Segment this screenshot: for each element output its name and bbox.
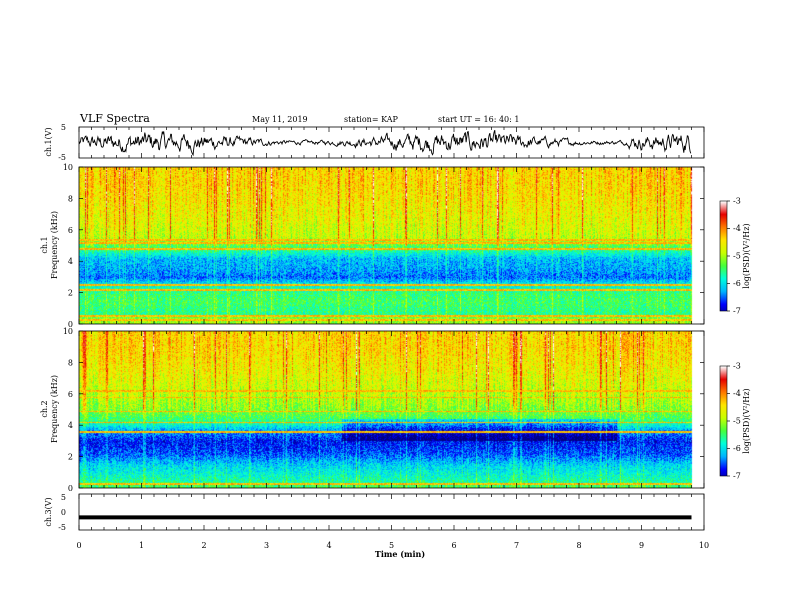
colorbar-tick-label: -4 <box>733 224 741 233</box>
colorbar-ch1: -3 -4 -5 -6 -7 log(PSD)(V²/Hz) <box>719 197 751 316</box>
colorbar-ch2-gradient <box>720 366 727 476</box>
colorbar-tick-label: -7 <box>733 472 741 481</box>
waveform-ch3-panel: 5 0 -5 ch.3(V) <box>44 493 705 532</box>
spectrogram-ch2-image <box>79 331 704 488</box>
x-tick-label: 0 <box>76 541 81 550</box>
ch3-ytick-top: 5 <box>61 493 66 502</box>
x-tick-label: 3 <box>264 541 269 550</box>
spectrogram-ytick-label: 0 <box>68 320 73 329</box>
x-tick-label: 10 <box>699 541 709 550</box>
spectrogram-ch2-channel-label: ch.2 <box>40 400 49 417</box>
spectrogram-ch1-channel-label: ch.1 <box>40 236 49 253</box>
spectrogram-ytick-label: 10 <box>63 163 73 172</box>
colorbar-tick-label: -7 <box>733 307 741 316</box>
waveform-ch3-frame <box>78 493 705 531</box>
colorbar-ch1-label: log(PSD)(V²/Hz) <box>742 223 751 288</box>
colorbar-tick-label: -5 <box>733 252 741 261</box>
spectrogram-ch1-yticks: 0 2 4 6 8 10 <box>63 163 704 329</box>
colorbar-tick-label: -6 <box>733 444 741 453</box>
x-tick-label: 8 <box>576 541 581 550</box>
spectrogram-ch1-ylabel: Frequency (kHz) <box>50 211 59 279</box>
spectrogram-ytick-label: 4 <box>68 421 73 430</box>
colorbar-tick-label: -4 <box>733 389 741 398</box>
waveform-ch1-panel: 5 -5 ch.1(V) <box>44 123 705 162</box>
colorbar-ch2: -3 -4 -5 -6 -7 log(PSD)(V²/Hz) <box>719 362 751 481</box>
spectrogram-ytick-label: 10 <box>63 327 73 336</box>
spectrogram-ch2-panel: 0 2 4 6 8 10 ch.2 Frequency (kHz) <box>40 327 705 493</box>
x-tick-label: 6 <box>451 541 456 550</box>
colorbar-ch2-ticks: -3 -4 -5 -6 -7 <box>727 362 741 481</box>
colorbar-tick-label: -3 <box>733 362 741 371</box>
waveform-ch1-ylabel: ch.1(V) <box>44 127 53 156</box>
x-tick-label: 2 <box>201 541 206 550</box>
spectrogram-ytick-label: 8 <box>68 358 73 367</box>
spectrogram-ytick-label: 8 <box>68 194 73 203</box>
spectrogram-ch1-image <box>79 167 704 324</box>
spectrogram-ch2-yticks: 0 2 4 6 8 10 <box>63 327 704 493</box>
figure-title: VLF Spectra <box>79 112 150 125</box>
x-tick-label: 9 <box>639 541 644 550</box>
ch1-ytick-bottom: -5 <box>58 153 66 162</box>
spectrogram-ytick-label: 6 <box>68 390 73 399</box>
colorbar-ch2-label: log(PSD)(V²/Hz) <box>742 388 751 453</box>
colorbar-tick-label: -6 <box>733 279 741 288</box>
waveform-ch1-line <box>78 129 692 157</box>
colorbar-tick-label: -3 <box>733 197 741 206</box>
ch3-ytick-bottom: -5 <box>58 523 66 532</box>
ch1-ytick-top: 5 <box>61 123 66 132</box>
start-time-label: start UT = 16: 40: 1 <box>438 115 519 124</box>
spectrogram-ytick-label: 2 <box>68 289 73 298</box>
spectrogram-ch2-ylabel: Frequency (kHz) <box>50 375 59 443</box>
spectrogram-ytick-label: 0 <box>68 484 73 493</box>
ch3-ytick-mid: 0 <box>61 508 66 517</box>
station-label: station= KAP <box>344 115 399 124</box>
x-tick-label: 4 <box>326 541 331 550</box>
date-label: May 11, 2019 <box>252 115 308 124</box>
x-axis-tick-labels: 0 1 2 3 4 5 6 7 8 9 10 <box>76 541 709 550</box>
waveform-ch3-ylabel: ch.3(V) <box>44 497 53 526</box>
x-axis-label: Time (min) <box>375 549 425 559</box>
spectrogram-ytick-label: 4 <box>68 257 73 266</box>
spectrogram-ytick-label: 2 <box>68 453 73 462</box>
spectrogram-ch1-panel: 0 2 4 6 8 10 ch.1 Frequency (kHz) <box>40 163 705 329</box>
spectrogram-ytick-label: 6 <box>68 226 73 235</box>
x-axis-ticks <box>78 127 705 530</box>
x-tick-label: 5 <box>389 541 394 550</box>
colorbar-ch1-ticks: -3 -4 -5 -6 -7 <box>727 197 741 316</box>
x-tick-label: 7 <box>514 541 519 550</box>
colorbar-ch1-gradient <box>720 201 727 311</box>
colorbar-tick-label: -5 <box>733 417 741 426</box>
x-tick-label: 1 <box>139 541 144 550</box>
